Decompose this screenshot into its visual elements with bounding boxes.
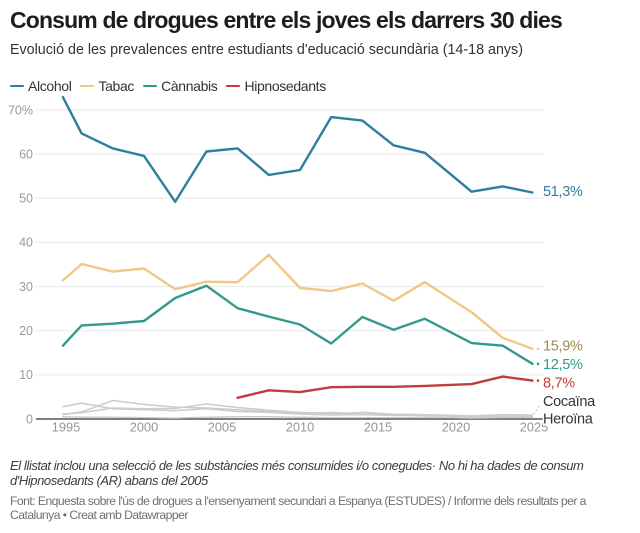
legend: Alcohol Tabac Cànnabis Hipnosedants — [10, 78, 335, 94]
legend-item-hipnosedants: Hipnosedants — [226, 78, 326, 94]
source-line-1: Font: Enquesta sobre l'ús de drogues a l… — [10, 494, 586, 508]
value-label-Alcohol: 51,3% — [543, 184, 583, 200]
y-tick-label: 20 — [19, 324, 33, 338]
value-label-Cocaïna: Cocaïna — [543, 394, 596, 410]
chart-source: Font: Enquesta sobre l'ús de drogues a l… — [10, 494, 586, 523]
tabac-line-swatch-icon — [80, 84, 95, 88]
value-label-Hipnosedants: 8,7% — [543, 375, 575, 391]
y-tick-label: 40 — [19, 236, 33, 250]
legend-label-cannabis: Cànnabis — [161, 78, 218, 94]
label-leader-dashed — [533, 404, 541, 415]
hipnosedants-line-swatch-icon — [226, 84, 241, 88]
value-label-Tabac: 15,9% — [543, 338, 583, 354]
series-line-other — [62, 402, 534, 418]
series-line-Tabac — [61, 253, 534, 350]
series-line-Hipnosedants — [236, 375, 534, 399]
x-tick-label: 2010 — [286, 420, 314, 435]
value-label-Cànnabis: 12,5% — [543, 357, 583, 373]
legend-label-hipnosedants: Hipnosedants — [244, 78, 326, 94]
note-line-2: d'Hipnosedants (AR) abans del 2005 — [10, 472, 208, 488]
chart-subtitle: Evolució de les prevalences entre estudi… — [10, 42, 523, 58]
series-line-Alcohol — [61, 95, 534, 204]
legend-item-alcohol: Alcohol — [10, 78, 72, 94]
chart-notes: El llistat inclou una selecció de les su… — [10, 458, 584, 488]
label-leader-dot — [536, 362, 540, 366]
legend-item-tabac: Tabac — [80, 78, 134, 94]
x-tick-label: 2020 — [442, 420, 470, 435]
alcohol-line-swatch-icon — [10, 84, 24, 88]
label-leader-dot — [536, 379, 540, 382]
y-tick-label: 30 — [19, 280, 33, 294]
source-line-2: Catalunya • Creat amb Datawrapper — [10, 507, 188, 522]
x-tick-label: 2015 — [364, 420, 392, 435]
series-line-Cocaïna — [62, 403, 534, 417]
x-tick-label: 1995 — [52, 420, 80, 435]
note-line-1: El llistat inclou una selecció de les su… — [10, 458, 584, 473]
x-tick-label: 2005 — [208, 420, 236, 435]
x-tick-label: 2000 — [130, 420, 158, 435]
series-line-other — [62, 399, 534, 418]
y-tick-label: 60 — [19, 147, 33, 161]
y-tick-label: 0 — [26, 412, 33, 426]
x-tick-label: 2025 — [520, 420, 548, 435]
plot-area: 0 10 20 30 40 50 60 70% 1995 2000 2005 2010 2015 2020… — [8, 95, 598, 435]
series-line-Cànnabis — [61, 284, 534, 365]
cannabis-line-swatch-icon — [143, 84, 158, 88]
series-line-Heroïna — [62, 416, 534, 419]
y-tick-label: 50 — [19, 192, 33, 206]
legend-label-tabac: Tabac — [98, 78, 135, 94]
chart-title: Consum de drogues entre els joves els da… — [10, 7, 563, 33]
y-tick-label: 70% — [8, 103, 33, 117]
legend-item-cannabis: Cànnabis — [143, 78, 218, 94]
label-leader-dot — [536, 347, 540, 351]
legend-label-alcohol: Alcohol — [28, 78, 72, 94]
value-label-Heroïna: Heroïna — [543, 412, 594, 428]
y-tick-label: 10 — [19, 368, 33, 382]
